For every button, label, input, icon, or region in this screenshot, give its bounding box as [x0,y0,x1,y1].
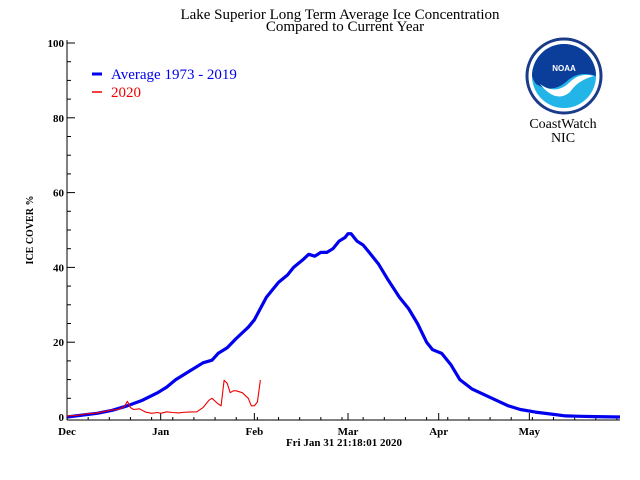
y-tick-label: 0 [59,412,65,424]
x-tick-label: Feb [245,426,263,438]
legend-label-average: Average 1973 - 2019 [111,67,237,83]
chart-title: Lake Superior Long Term Average Ice Conc… [180,7,500,23]
noaa-logo-bird [540,74,594,97]
x-axis-ticks: Dec Jan Feb Mar Apr May [58,413,618,438]
x-tick-label: Dec [58,426,76,438]
noaa-logo-sky [532,44,596,89]
nic-caption: NIC [551,131,575,146]
y-axis-label: ICE COVER % [25,196,36,265]
legend-label-2020: 2020 [111,85,141,101]
timestamp: Fri Jan 31 21:18:01 2020 [286,437,403,449]
x-tick-label: Jan [152,426,169,438]
y-tick-label: 40 [53,262,65,274]
y-tick-label: 100 [48,38,65,50]
legend: Average 1973 - 2019 2020 [92,67,237,101]
x-tick-label: May [519,426,541,438]
y-tick-label: 80 [53,113,65,125]
series-2020-line [66,379,261,417]
y-axis-ticks: 0 20 40 60 80 100 [48,38,75,424]
y-tick-label: 20 [53,337,65,349]
coastwatch-caption: CoastWatch [529,117,596,132]
x-tick-label: Mar [338,426,359,438]
noaa-logo: NOAA [525,37,603,115]
chart-subtitle: Compared to Current Year [266,19,424,35]
y-tick-label: 60 [53,188,65,200]
series-layer [66,232,621,419]
x-tick-label: Apr [429,426,448,438]
noaa-logo-text: NOAA [552,64,576,73]
series-average-line [66,232,621,419]
